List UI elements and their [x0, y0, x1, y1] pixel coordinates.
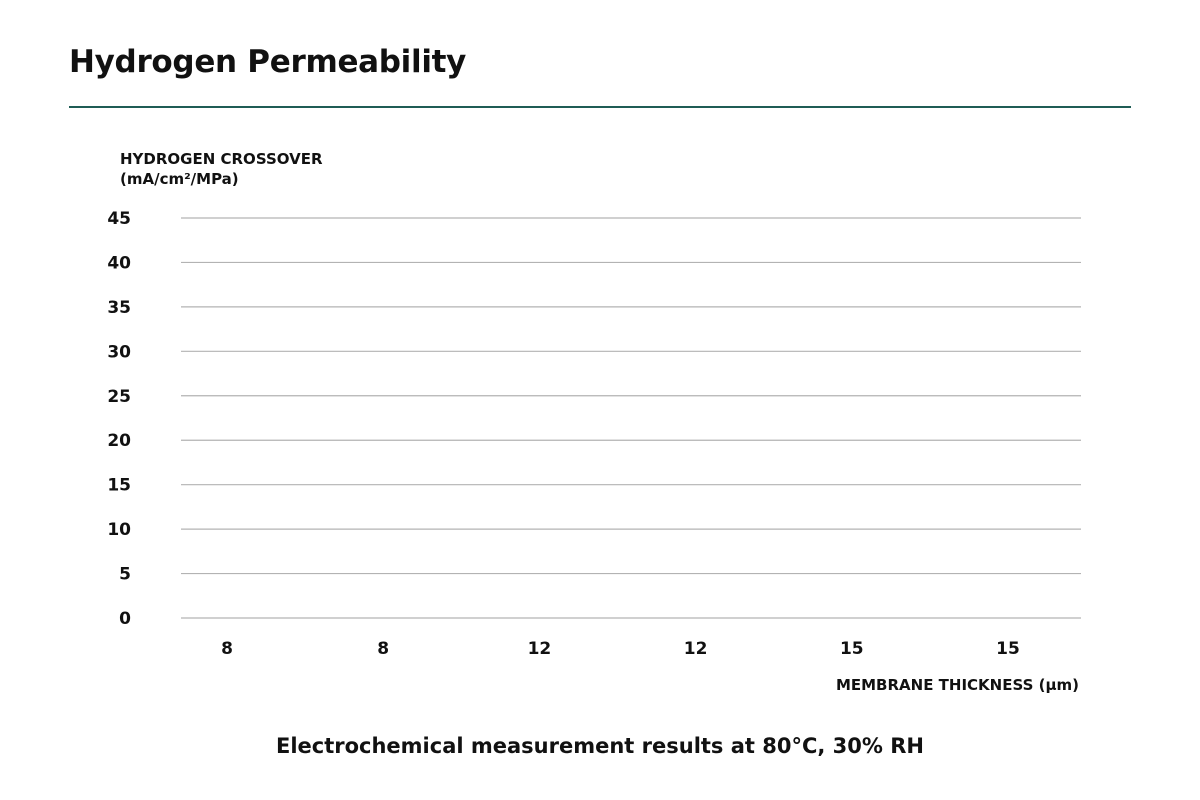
- y-axis-label-line-2: (mA/cm²/MPa): [120, 170, 239, 188]
- y-tick-label: 15: [107, 476, 131, 496]
- y-tick-label: 40: [107, 253, 131, 273]
- y-axis-label-line-1: HYDROGEN CROSSOVER: [120, 150, 323, 168]
- x-tick-label: 12: [528, 639, 552, 659]
- x-tick-label: 8: [377, 639, 389, 659]
- chart-caption: Electrochemical measurement results at 8…: [275, 734, 925, 758]
- x-tick-label: 8: [221, 639, 233, 659]
- y-tick-label: 45: [107, 209, 131, 229]
- x-tick-label: 12: [684, 639, 708, 659]
- y-tick-label: 30: [107, 342, 131, 362]
- x-tick-label: 15: [996, 639, 1020, 659]
- y-tick-label: 20: [107, 431, 131, 451]
- page-title: Hydrogen Permeability: [69, 44, 467, 80]
- y-tick-label: 25: [107, 387, 131, 407]
- y-tick-label: 35: [107, 298, 131, 318]
- y-tick-label: 5: [119, 565, 131, 585]
- y-tick-label: 0: [119, 609, 131, 629]
- y-axis-label: HYDROGEN CROSSOVER (mA/cm²/MPa): [120, 149, 323, 189]
- x-axis-label: MEMBRANE THICKNESS (μm): [835, 676, 1079, 694]
- title-divider: [69, 106, 1131, 108]
- x-tick-labels: 8 8 12 12 15 15: [221, 639, 1020, 659]
- y-tick-labels: 0 5 10 15 20 25 30 35 40 45: [107, 209, 131, 629]
- grid-lines: [181, 217, 1081, 619]
- y-tick-label: 10: [107, 520, 131, 540]
- x-tick-label: 15: [840, 639, 864, 659]
